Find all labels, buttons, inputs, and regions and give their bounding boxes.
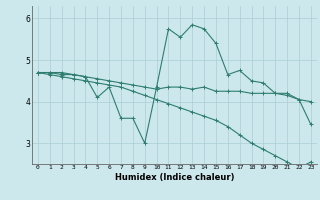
X-axis label: Humidex (Indice chaleur): Humidex (Indice chaleur) <box>115 173 234 182</box>
